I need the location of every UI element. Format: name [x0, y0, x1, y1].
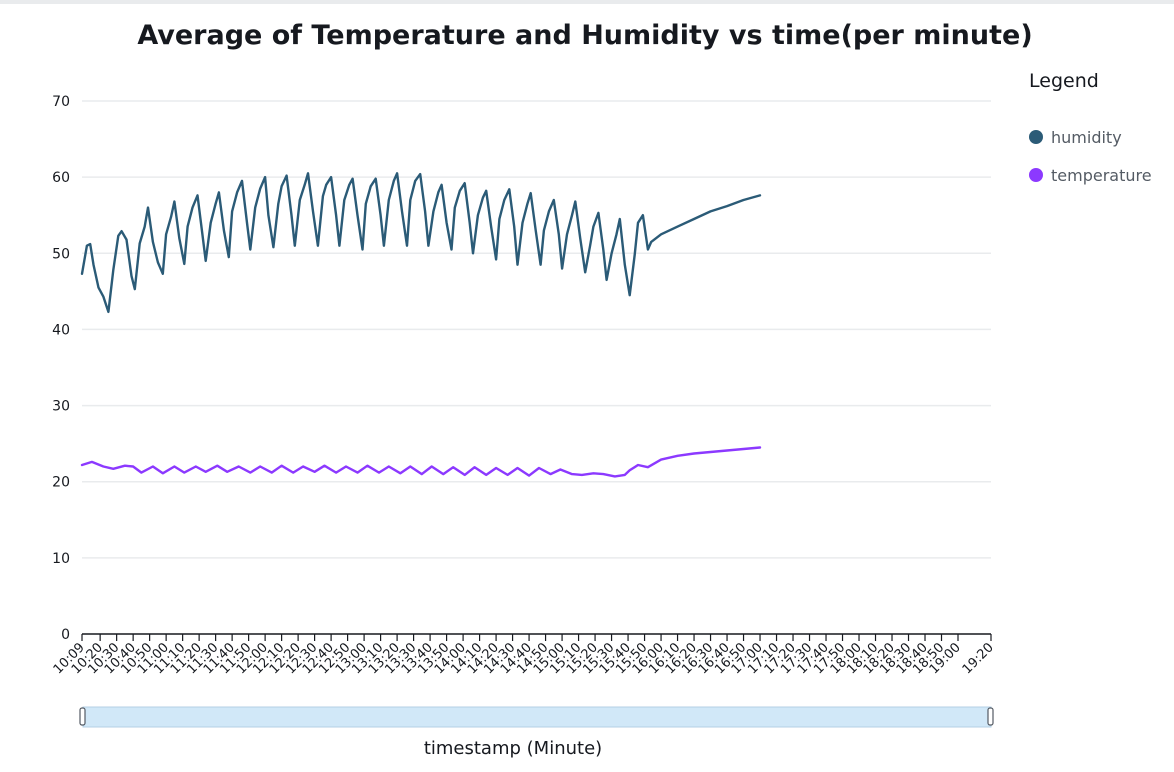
- legend-label-temperature: temperature: [1051, 165, 1152, 185]
- legend-title: Legend: [1029, 70, 1099, 92]
- y-tick-label: 0: [61, 627, 70, 643]
- legend-item-humidity[interactable]: humidity: [1029, 118, 1152, 156]
- series-lines: [80, 172, 762, 478]
- legend-label-humidity: humidity: [1051, 127, 1122, 147]
- legend-item-temperature[interactable]: temperature: [1029, 156, 1152, 194]
- y-tick-label: 40: [52, 322, 70, 338]
- x-axis-ticks: 10:0910:2010:3010:4010:5011:0011:1011:20…: [51, 634, 997, 677]
- y-tick-label: 30: [52, 399, 70, 415]
- legend-swatch-temperature: [1029, 168, 1043, 182]
- range-brush-handle-right[interactable]: [987, 707, 994, 726]
- range-brush-handle-left[interactable]: [79, 707, 86, 726]
- top-border: [0, 0, 1174, 4]
- legend: Legend humidity temperature: [1029, 70, 1152, 194]
- x-axis-title: timestamp (Minute): [423, 738, 603, 759]
- x-tick-label: 19:20: [960, 640, 997, 677]
- y-tick-label: 10: [52, 551, 70, 567]
- y-tick-label: 50: [52, 246, 70, 262]
- grid-lines: [82, 100, 991, 559]
- y-tick-label: 20: [52, 475, 70, 491]
- chart-title: Average of Temperature and Humidity vs t…: [137, 20, 1033, 51]
- series-line-temperature[interactable]: [80, 446, 762, 478]
- legend-swatch-humidity: [1029, 130, 1043, 144]
- range-brush-track[interactable]: [82, 706, 992, 728]
- y-tick-label: 60: [52, 170, 70, 186]
- range-brush: [79, 706, 994, 728]
- y-axis-ticks: 0 10 20 30 40 50 60 70: [52, 94, 70, 643]
- y-tick-label: 70: [52, 94, 70, 110]
- series-line-humidity[interactable]: [80, 172, 762, 314]
